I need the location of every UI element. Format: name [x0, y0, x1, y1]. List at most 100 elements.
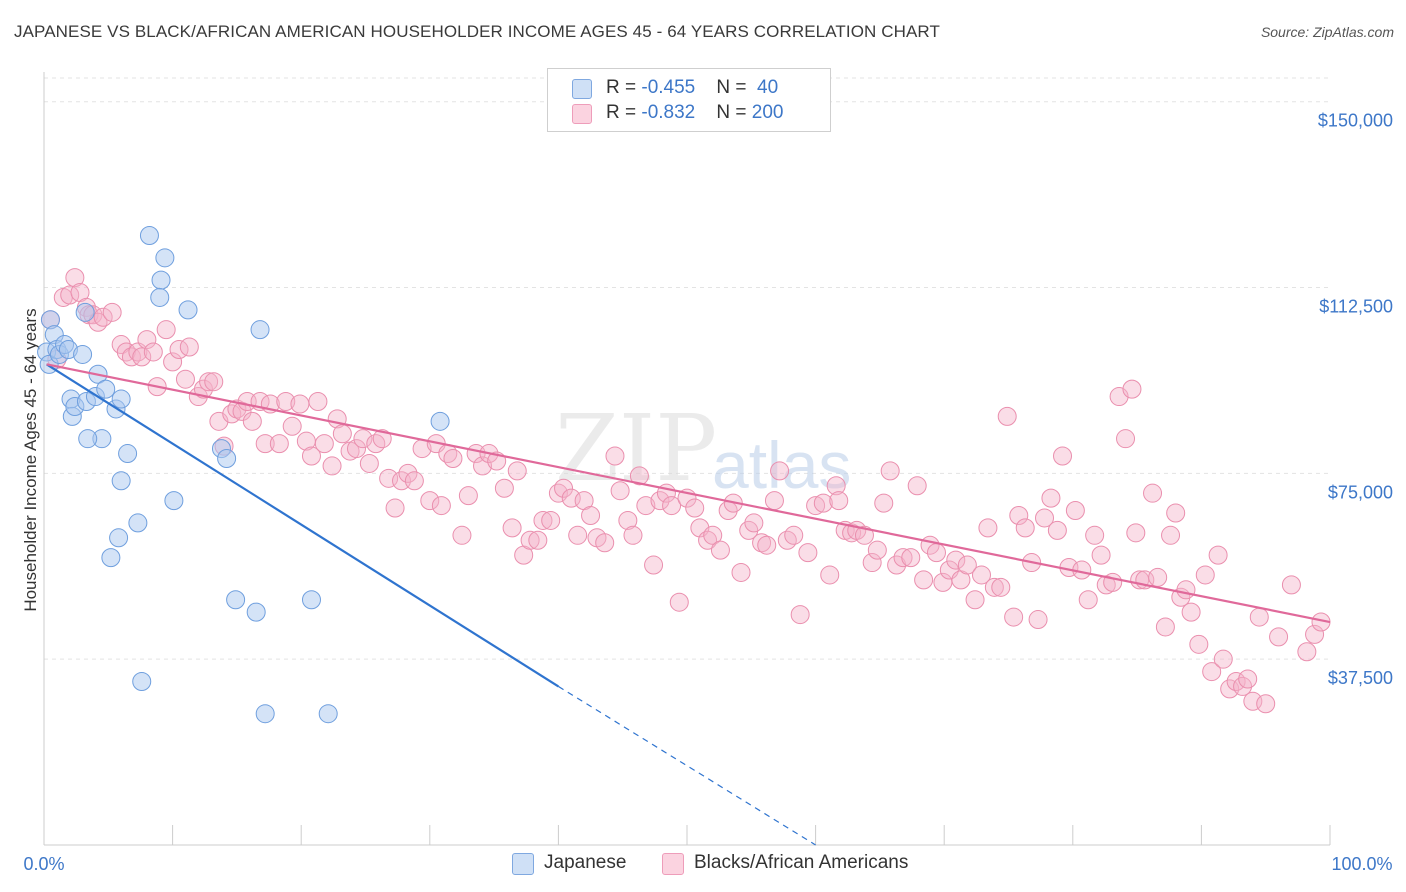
chart-source: Source: ZipAtlas.com [1260, 24, 1394, 40]
data-point-blacks [1047, 520, 1067, 540]
data-point-blacks [1053, 446, 1073, 466]
x-tick-label: 0.0% [23, 854, 64, 874]
data-point-blacks [458, 486, 478, 506]
axes [43, 72, 1331, 846]
data-point-blacks [1148, 567, 1168, 587]
data-point-blacks [650, 491, 670, 511]
data-point-japanese [250, 320, 270, 340]
data-point-blacks [276, 392, 296, 412]
data-point-blacks [353, 429, 373, 449]
data-point-blacks [806, 496, 826, 516]
data-point-blacks [901, 548, 921, 568]
data-point-blacks [907, 476, 927, 496]
data-point-blacks [232, 401, 252, 421]
data-point-blacks [102, 302, 122, 322]
data-point-japanese [101, 548, 121, 568]
chart-title: JAPANESE VS BLACK/AFRICAN AMERICAN HOUSE… [14, 22, 940, 41]
data-point-japanese [217, 449, 237, 468]
data-point-japanese [301, 590, 321, 610]
data-point-blacks [710, 540, 730, 560]
x-tick-labels: 0.0% 100.0% [23, 854, 1392, 874]
data-point-japanese [109, 528, 129, 548]
bottom-legend-swatch-japanese [512, 853, 534, 875]
data-point-blacks [520, 530, 540, 550]
data-point-blacks [1238, 669, 1258, 689]
data-point-blacks [1065, 501, 1085, 521]
data-point-blacks [554, 478, 574, 498]
data-point-blacks [431, 496, 451, 516]
correlation-legend: R = -0.455 N = 40 R = -0.832 N = 200 [547, 68, 831, 132]
data-point-blacks [610, 481, 630, 501]
data-point-blacks [1126, 523, 1146, 543]
data-point-blacks [137, 330, 157, 350]
data-point-blacks [1004, 607, 1024, 627]
watermark-zip: ZIP [555, 395, 717, 502]
data-point-japanese [430, 411, 450, 431]
data-point-blacks [770, 461, 790, 481]
data-point-blacks [1226, 671, 1246, 691]
data-point-blacks [1116, 429, 1136, 449]
y-tick-label: $37,500 [1328, 668, 1393, 688]
data-point-japanese [151, 270, 171, 290]
data-point-blacks [1078, 590, 1098, 610]
data-point-blacks [290, 394, 310, 414]
data-point-blacks [957, 555, 977, 575]
data-point-blacks [398, 463, 418, 483]
data-point-blacks [359, 453, 379, 473]
data-point-blacks [798, 543, 818, 563]
data-point-blacks [914, 570, 934, 590]
data-point-blacks [143, 342, 163, 362]
data-point-blacks [175, 369, 195, 389]
y-tick-labels: $37,500 $75,000 $112,500 $150,000 [1318, 111, 1393, 688]
data-point-japanese [178, 300, 198, 320]
data-point-blacks [605, 446, 625, 466]
data-point-blacks [636, 496, 656, 516]
trend-lines [45, 363, 1331, 846]
data-point-blacks [1041, 488, 1061, 508]
data-point-blacks [829, 491, 849, 511]
data-point-japanese [155, 248, 175, 268]
data-point-blacks [156, 320, 176, 340]
data-point-blacks [568, 525, 588, 545]
data-point-blacks [93, 307, 113, 327]
data-point-blacks [1155, 617, 1175, 637]
data-point-blacks [971, 565, 991, 585]
data-point-blacks [997, 406, 1017, 426]
data-point-japanese [226, 590, 246, 610]
data-point-blacks [1269, 627, 1289, 647]
data-point-blacks [1122, 379, 1142, 399]
data-point-blacks [685, 498, 705, 518]
data-point-blacks [163, 352, 183, 372]
trend-line-japanese [45, 363, 559, 688]
data-point-blacks [1091, 545, 1111, 565]
data-point-blacks [744, 513, 764, 533]
data-point-blacks [623, 525, 643, 545]
data-point-blacks [65, 268, 85, 288]
data-point-blacks [308, 392, 328, 412]
data-point-blacks [893, 548, 913, 568]
x-tick-label: 100.0% [1331, 854, 1392, 874]
data-point-blacks [880, 461, 900, 481]
data-point-blacks [346, 439, 366, 459]
data-point-blacks [1009, 505, 1029, 525]
data-point-blacks [204, 372, 224, 392]
data-point-blacks [991, 577, 1011, 597]
data-point-blacks [1208, 545, 1228, 565]
data-point-blacks [965, 590, 985, 610]
bottom-legend-swatch-blacks [662, 853, 684, 875]
data-point-blacks [784, 525, 804, 545]
data-point-blacks [1161, 525, 1181, 545]
data-point-blacks [1166, 503, 1186, 523]
data-point-blacks [507, 461, 527, 481]
data-point-blacks [1305, 624, 1325, 644]
data-point-blacks [533, 510, 553, 530]
data-point-japanese [96, 379, 116, 399]
trend-line-japanese-extrapolated [558, 685, 816, 846]
data-point-blacks [1213, 649, 1233, 669]
data-point-blacks [874, 493, 894, 513]
series-japanese [37, 226, 450, 724]
data-point-blacks [752, 533, 772, 553]
data-point-blacks [385, 498, 405, 518]
legend-swatch-blacks [572, 104, 592, 124]
data-point-blacks [1181, 602, 1201, 622]
